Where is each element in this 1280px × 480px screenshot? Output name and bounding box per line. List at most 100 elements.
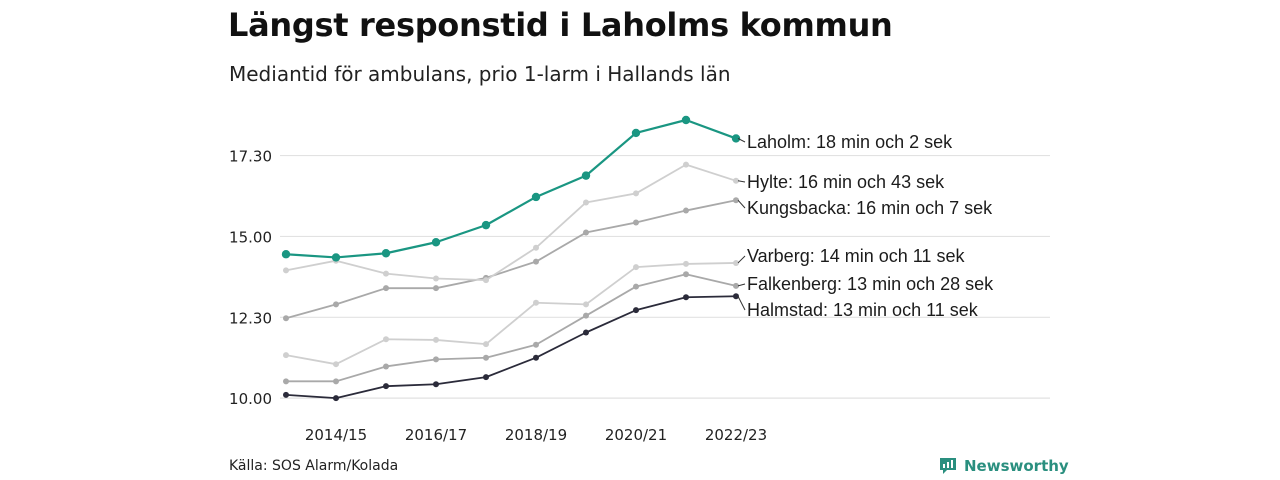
x-tick-label: 2020/21 xyxy=(605,426,667,444)
data-point xyxy=(683,207,689,214)
data-point xyxy=(383,285,389,292)
data-point xyxy=(483,354,489,361)
data-point xyxy=(331,253,341,262)
data-point xyxy=(381,249,391,258)
data-point xyxy=(333,301,339,308)
data-point xyxy=(433,285,439,292)
series-label-falkenberg: Falkenberg: 13 min och 28 sek xyxy=(747,274,994,294)
series-label-halmstad: Halmstad: 13 min och 11 sek xyxy=(747,300,979,320)
y-tick-label: 15.00 xyxy=(229,228,272,246)
data-point xyxy=(433,381,439,388)
data-point xyxy=(333,361,339,368)
data-point xyxy=(333,378,339,385)
x-tick-label: 2016/17 xyxy=(405,426,467,444)
data-point xyxy=(683,271,689,278)
series-line-halmstad xyxy=(285,295,737,400)
data-point xyxy=(533,354,539,361)
newsworthy-logo-icon xyxy=(940,458,956,474)
data-point xyxy=(733,282,739,289)
data-point xyxy=(433,336,439,343)
series-line-falkenberg xyxy=(286,273,737,383)
data-point xyxy=(683,260,689,267)
x-tick-label: 2018/19 xyxy=(505,426,567,444)
data-point xyxy=(733,177,739,184)
data-point xyxy=(433,356,439,363)
data-point xyxy=(733,293,739,300)
data-point xyxy=(533,341,539,348)
data-point xyxy=(283,378,289,385)
series-kungsbacka xyxy=(283,197,739,322)
data-point xyxy=(283,352,289,359)
data-point xyxy=(633,190,639,197)
data-point xyxy=(583,312,589,319)
data-point xyxy=(583,301,589,308)
data-point xyxy=(533,244,539,251)
data-point xyxy=(431,238,441,247)
chart-title: Längst responstid i Laholms kommun xyxy=(228,6,893,44)
data-point xyxy=(383,383,389,390)
series-falkenberg xyxy=(283,271,739,385)
data-point xyxy=(283,391,289,398)
x-axis-ticks: 2014/15 2016/17 2018/19 2020/21 2022/23 xyxy=(305,426,767,444)
series-halmstad xyxy=(283,293,739,402)
data-point xyxy=(283,267,289,274)
data-point xyxy=(581,171,591,180)
series-line-laholm xyxy=(285,118,737,259)
data-point xyxy=(383,336,389,343)
series-label-laholm: Laholm: 18 min och 2 sek xyxy=(747,132,953,152)
data-point xyxy=(483,374,489,381)
series-varberg xyxy=(283,259,739,368)
data-point xyxy=(483,341,489,348)
data-point xyxy=(383,270,389,277)
data-point xyxy=(731,134,741,143)
y-tick-label: 12.30 xyxy=(229,309,272,327)
series-line-kungsbacka xyxy=(285,199,737,320)
data-point xyxy=(633,264,639,271)
data-point xyxy=(383,363,389,370)
data-point xyxy=(681,115,691,125)
label-leader-line xyxy=(737,283,746,287)
data-point xyxy=(283,315,289,322)
data-point xyxy=(633,283,639,290)
series-hylte xyxy=(283,161,739,284)
series-line-hylte xyxy=(285,163,737,281)
data-point xyxy=(281,250,291,259)
series-line-varberg xyxy=(285,262,737,366)
y-axis-ticks: 10.00 12.30 15.00 17.30 xyxy=(229,148,272,409)
data-point xyxy=(483,277,489,284)
data-point xyxy=(683,161,689,168)
brand-name: Newsworthy xyxy=(964,457,1069,475)
label-leader-line xyxy=(737,199,746,209)
data-point xyxy=(531,192,541,202)
series-label-hylte: Hylte: 16 min och 43 sek xyxy=(747,172,945,192)
data-point xyxy=(633,307,639,314)
x-tick-label: 2014/15 xyxy=(305,426,367,444)
data-point xyxy=(733,197,739,204)
label-leader-line xyxy=(737,255,746,264)
series-lines xyxy=(281,115,741,402)
label-leader-line xyxy=(737,296,746,311)
data-point xyxy=(583,229,589,236)
series-label-kungsbacka: Kungsbacka: 16 min och 7 sek xyxy=(747,198,993,218)
data-point xyxy=(533,258,539,265)
data-point xyxy=(683,294,689,301)
series-labels: Halmstad: 13 min och 11 sek Falkenberg: 1… xyxy=(737,132,994,320)
data-point xyxy=(333,395,339,402)
source-note: Källa: SOS Alarm/Kolada xyxy=(229,458,399,474)
series-laholm xyxy=(281,115,741,262)
x-tick-label: 2022/23 xyxy=(705,426,767,444)
data-point xyxy=(433,275,439,282)
data-point xyxy=(733,259,739,266)
data-point xyxy=(631,128,641,138)
data-point xyxy=(481,220,491,230)
y-tick-label: 17.30 xyxy=(229,148,272,166)
series-label-varberg: Varberg: 14 min och 11 sek xyxy=(747,246,965,266)
y-tick-label: 10.00 xyxy=(229,390,272,408)
data-point xyxy=(583,199,589,206)
data-point xyxy=(533,299,539,306)
brand-logo-group: Newsworthy xyxy=(938,456,1069,476)
gridlines xyxy=(280,154,1050,399)
chart-subtitle: Mediantid för ambulans, prio 1-larm i Ha… xyxy=(229,62,731,86)
label-leader-line xyxy=(737,137,746,143)
